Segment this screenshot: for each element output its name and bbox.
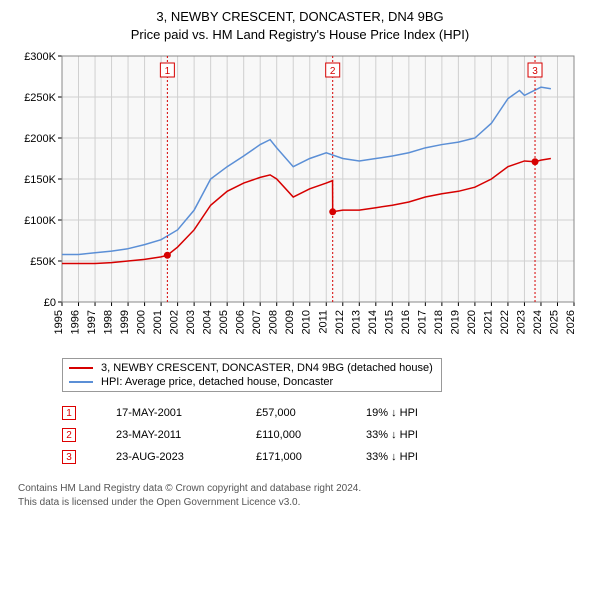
- svg-text:2018: 2018: [433, 310, 445, 334]
- marker-price-2: £110,000: [256, 429, 366, 441]
- svg-text:1998: 1998: [103, 310, 115, 334]
- svg-text:1995: 1995: [53, 310, 65, 334]
- svg-text:£0: £0: [44, 297, 56, 309]
- marker-table: 1 17-MAY-2001 £57,000 19% ↓ HPI 2 23-MAY…: [62, 402, 590, 468]
- svg-text:£300K: £300K: [24, 51, 56, 63]
- svg-text:2019: 2019: [449, 310, 461, 334]
- legend-label-hpi: HPI: Average price, detached house, Donc…: [101, 376, 333, 388]
- svg-text:2014: 2014: [367, 310, 379, 334]
- svg-text:2008: 2008: [268, 310, 280, 334]
- svg-text:2021: 2021: [482, 310, 494, 334]
- svg-text:2007: 2007: [251, 310, 263, 334]
- svg-text:1996: 1996: [70, 310, 82, 334]
- svg-text:2024: 2024: [532, 310, 544, 334]
- svg-text:2022: 2022: [499, 310, 511, 334]
- svg-text:2005: 2005: [218, 310, 230, 334]
- marker-price-1: £57,000: [256, 407, 366, 419]
- svg-text:1: 1: [165, 66, 171, 77]
- chart-svg: £0 £50K £100K £150K £200K £250K £300K 1995 1996 1…: [10, 50, 590, 350]
- svg-text:£50K: £50K: [30, 256, 56, 268]
- marker-pct-2: 33% ↓ HPI: [366, 429, 476, 441]
- svg-text:2017: 2017: [416, 310, 428, 334]
- marker-row-1: 1 17-MAY-2001 £57,000 19% ↓ HPI: [62, 402, 590, 424]
- svg-text:£250K: £250K: [24, 92, 56, 104]
- svg-text:2003: 2003: [185, 310, 197, 334]
- svg-text:2026: 2026: [565, 310, 577, 334]
- marker-pct-3: 33% ↓ HPI: [366, 451, 476, 463]
- marker-price-3: £171,000: [256, 451, 366, 463]
- marker-date-2: 23-MAY-2011: [116, 429, 256, 441]
- legend-swatch-hpi: [69, 381, 93, 383]
- svg-text:£200K: £200K: [24, 133, 56, 145]
- marker-date-1: 17-MAY-2001: [116, 407, 256, 419]
- svg-text:2002: 2002: [169, 310, 181, 334]
- svg-text:3: 3: [532, 66, 538, 77]
- svg-text:2016: 2016: [400, 310, 412, 334]
- svg-text:1999: 1999: [119, 310, 131, 334]
- chart-area: £0 £50K £100K £150K £200K £250K £300K 1995 1996 1…: [10, 50, 590, 350]
- legend-swatch-property: [69, 367, 93, 369]
- footer-line-2: This data is licensed under the Open Gov…: [18, 496, 590, 510]
- svg-text:2012: 2012: [334, 310, 346, 334]
- svg-text:2011: 2011: [317, 310, 329, 334]
- legend-item-hpi: HPI: Average price, detached house, Donc…: [69, 375, 435, 389]
- marker-box-3: 3: [62, 450, 76, 464]
- marker-box-2: 2: [62, 428, 76, 442]
- footer-line-1: Contains HM Land Registry data © Crown c…: [18, 482, 590, 496]
- title-line-1: 3, NEWBY CRESCENT, DONCASTER, DN4 9BG: [10, 8, 590, 26]
- legend: 3, NEWBY CRESCENT, DONCASTER, DN4 9BG (d…: [62, 358, 442, 392]
- svg-text:£100K: £100K: [24, 215, 56, 227]
- marker-row-3: 3 23-AUG-2023 £171,000 33% ↓ HPI: [62, 446, 590, 468]
- svg-text:1997: 1997: [86, 310, 98, 334]
- svg-text:2015: 2015: [383, 310, 395, 334]
- svg-text:2004: 2004: [202, 310, 214, 334]
- title-line-2: Price paid vs. HM Land Registry's House …: [10, 26, 590, 44]
- legend-label-property: 3, NEWBY CRESCENT, DONCASTER, DN4 9BG (d…: [101, 362, 433, 374]
- svg-text:2009: 2009: [284, 310, 296, 334]
- svg-text:2013: 2013: [350, 310, 362, 334]
- svg-text:2010: 2010: [301, 310, 313, 334]
- marker-pct-1: 19% ↓ HPI: [366, 407, 476, 419]
- svg-text:£150K: £150K: [24, 174, 56, 186]
- marker-row-2: 2 23-MAY-2011 £110,000 33% ↓ HPI: [62, 424, 590, 446]
- marker-date-3: 23-AUG-2023: [116, 451, 256, 463]
- footer: Contains HM Land Registry data © Crown c…: [18, 482, 590, 510]
- svg-text:2020: 2020: [466, 310, 478, 334]
- svg-text:2: 2: [330, 66, 336, 77]
- legend-item-property: 3, NEWBY CRESCENT, DONCASTER, DN4 9BG (d…: [69, 361, 435, 375]
- svg-text:2023: 2023: [515, 310, 527, 334]
- chart-title: 3, NEWBY CRESCENT, DONCASTER, DN4 9BG Pr…: [10, 8, 590, 44]
- marker-box-1: 1: [62, 406, 76, 420]
- svg-text:2025: 2025: [548, 310, 560, 334]
- chart-container: 3, NEWBY CRESCENT, DONCASTER, DN4 9BG Pr…: [0, 0, 600, 518]
- svg-text:2001: 2001: [152, 310, 164, 334]
- svg-text:2000: 2000: [136, 310, 148, 334]
- svg-text:2006: 2006: [235, 310, 247, 334]
